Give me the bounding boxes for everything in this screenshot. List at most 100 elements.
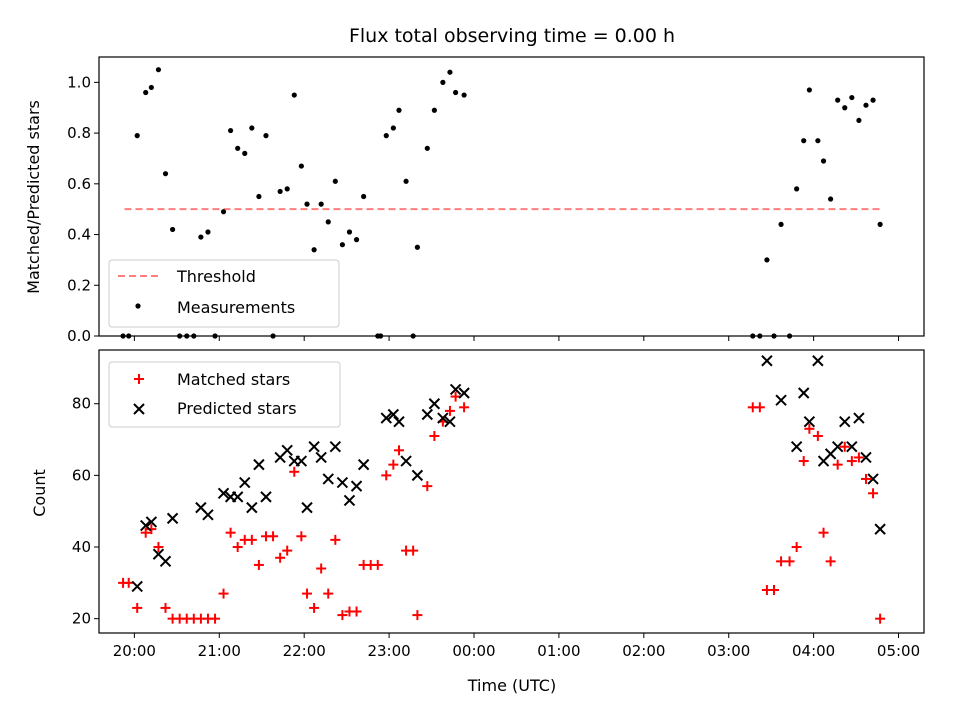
bottom-xtick-label-6: 02:00 <box>622 642 665 660</box>
matched-point-54 <box>784 556 795 567</box>
measurement-point-47 <box>453 89 459 96</box>
bottom-xtick-label-5: 01:00 <box>537 642 580 660</box>
bottom-marks <box>118 355 886 624</box>
measurement-point-18 <box>249 125 255 131</box>
matched-point-24 <box>289 466 300 477</box>
top-ytick-label-3: 0.6 <box>67 175 91 193</box>
measurement-point-32 <box>346 229 353 235</box>
measurement-point-4 <box>148 84 154 91</box>
measurement-point-7 <box>169 226 176 233</box>
predicted-point-37 <box>449 383 462 396</box>
predicted-point-20 <box>308 441 320 453</box>
predicted-point-3-b <box>152 548 165 560</box>
predicted-point-51-b <box>860 451 872 464</box>
measurement-point-52 <box>771 333 777 339</box>
predicted-point-42-b <box>798 387 810 399</box>
predicted-point-35 <box>437 412 449 424</box>
predicted-point-25-b <box>343 494 356 507</box>
matched-point-53 <box>776 556 787 567</box>
matched-point-64 <box>853 452 864 463</box>
matched-point-56 <box>798 456 809 467</box>
predicted-point-23-b <box>329 441 342 453</box>
top-plot-frame <box>98 56 925 337</box>
measurement-point-17 <box>242 150 248 156</box>
matched-point-63 <box>846 456 857 467</box>
top-marks <box>120 67 883 339</box>
matched-point-16 <box>232 542 243 553</box>
top-legend-measurements-label: Measurements <box>177 298 295 317</box>
bottom-xtick-label-4: 00:00 <box>452 642 495 660</box>
measurement-point-8 <box>177 333 183 339</box>
predicted-point-39-b <box>761 355 773 367</box>
matched-point-41 <box>408 545 419 556</box>
measurement-point-64 <box>856 117 862 124</box>
predicted-point-53-b <box>874 523 886 535</box>
bottom-legend-box <box>108 361 341 428</box>
matched-point-65 <box>860 473 871 484</box>
matched-point-48 <box>459 402 470 413</box>
predicted-point-7-b <box>202 509 214 521</box>
bottom-ytick-label-3: 80 <box>72 395 91 413</box>
predicted-point-20-b <box>308 441 320 453</box>
predicted-point-25 <box>343 494 356 507</box>
measurement-point-43 <box>424 145 430 151</box>
predicted-point-32 <box>411 469 424 482</box>
matched-point-50 <box>754 402 765 413</box>
measurement-point-15 <box>228 127 234 134</box>
measurement-point-46 <box>447 69 453 75</box>
measurement-point-23 <box>284 186 290 192</box>
predicted-point-41 <box>790 441 803 453</box>
matched-point-60 <box>825 556 836 567</box>
measurement-point-31 <box>339 242 345 248</box>
predicted-point-31 <box>400 455 412 467</box>
measurement-point-50 <box>757 333 763 339</box>
bottom-xtick-label-7: 03:00 <box>707 642 750 660</box>
measurement-point-33 <box>353 237 360 243</box>
predicted-point-37-b <box>449 383 462 396</box>
matched-point-13 <box>210 613 221 624</box>
bottom-xticks: 20:00 21:00 22:00 23:00 00:00 01:00 02:00 03:00… <box>113 633 920 660</box>
predicted-point-39 <box>761 355 773 367</box>
measurement-point-58 <box>815 138 821 144</box>
predicted-point-48-b <box>839 415 851 428</box>
bottom-legend-predicted-swatch <box>133 403 145 415</box>
measurement-point-11 <box>198 234 204 240</box>
matched-point-27 <box>309 602 320 613</box>
bottom-xlabel: Time (UTC) <box>467 676 556 695</box>
matched-point-1 <box>123 577 134 588</box>
predicted-point-16-b <box>281 444 293 457</box>
measurement-point-21 <box>270 333 276 339</box>
matched-point-37 <box>381 470 392 481</box>
matched-point-18 <box>246 534 257 545</box>
predicted-point-47-b <box>831 441 844 453</box>
bottom-ytick-label-2: 60 <box>72 466 91 484</box>
matched-point-66 <box>868 488 879 499</box>
top-ytick-label-5: 1.0 <box>67 73 91 91</box>
predicted-point-26 <box>350 480 363 492</box>
matched-point-46 <box>444 405 455 416</box>
top-ytick-label-4: 0.8 <box>67 124 91 142</box>
predicted-point-52 <box>867 473 879 485</box>
measurement-point-39 <box>396 107 402 113</box>
measurement-point-12 <box>205 229 211 235</box>
measurement-point-38 <box>390 125 396 131</box>
top-legend-threshold-label: Threshold <box>176 267 256 286</box>
measurement-point-57 <box>806 87 812 93</box>
measurement-point-42 <box>414 244 420 250</box>
predicted-point-16 <box>281 444 293 457</box>
predicted-point-30-b <box>393 415 405 428</box>
matched-point-44 <box>429 430 440 441</box>
predicted-point-34-b <box>428 398 441 410</box>
measurement-point-63 <box>849 94 855 101</box>
predicted-point-50-b <box>853 412 865 424</box>
measurement-point-9 <box>184 333 190 339</box>
measurement-point-61 <box>835 97 841 103</box>
predicted-point-1-b <box>139 519 152 532</box>
predicted-point-18 <box>295 455 308 467</box>
bottom-ylabel: Count <box>30 469 49 517</box>
matched-point-58 <box>812 430 823 441</box>
matched-point-57 <box>804 423 815 434</box>
predicted-point-31-b <box>400 455 412 467</box>
matched-point-62 <box>839 441 850 452</box>
predicted-point-43-b <box>803 415 816 428</box>
